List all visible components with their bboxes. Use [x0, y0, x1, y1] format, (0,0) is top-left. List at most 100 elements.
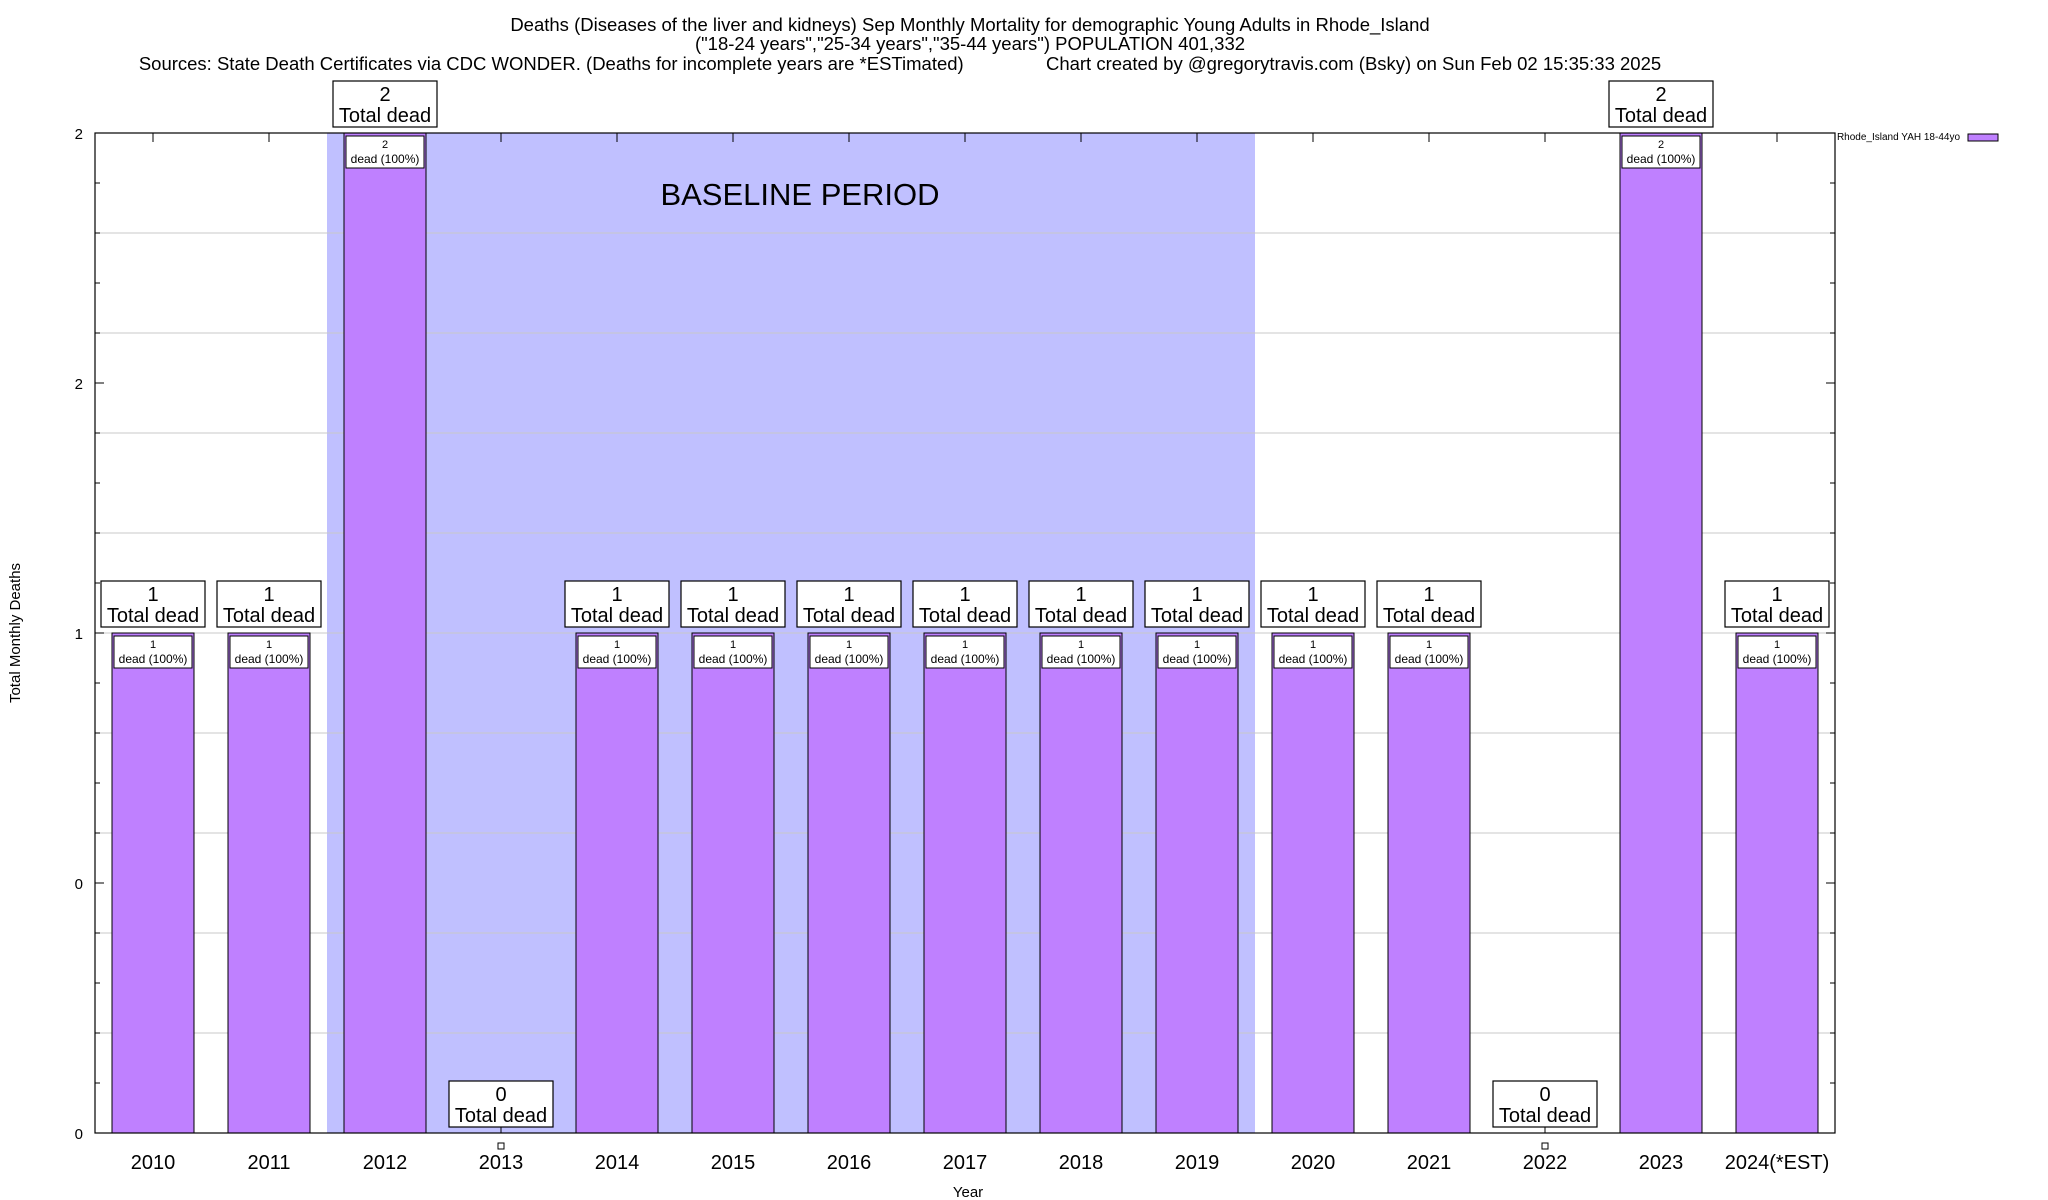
baseline-period-label: BASELINE PERIOD	[660, 177, 939, 212]
bar	[575, 632, 659, 1134]
bar-label-percent: dead (100%)	[119, 652, 188, 666]
bar-label-box	[229, 635, 309, 669]
total-label-box	[680, 580, 786, 628]
x-tick-label: 2014	[595, 1152, 640, 1174]
total-label-text: Total dead	[803, 605, 895, 627]
x-tick-label: 2019	[1175, 1152, 1220, 1174]
bar-label-box	[1737, 635, 1817, 669]
bar-label-box	[1621, 135, 1701, 169]
total-label-text: Total dead	[339, 105, 431, 127]
bar-label-box	[809, 635, 889, 669]
total-label-text: Total dead	[1731, 605, 1823, 627]
bar-label-count: 2	[382, 139, 388, 151]
bar-label-percent: dead (100%)	[351, 152, 420, 166]
bar-label-count: 1	[846, 639, 852, 651]
total-label-count: 0	[495, 1084, 506, 1106]
bar-label-count: 1	[614, 639, 620, 651]
x-axis-title: Year	[953, 1184, 983, 1200]
x-tick-label: 2016	[827, 1152, 872, 1174]
y-axis-title: Total Monthly Deaths	[7, 563, 24, 703]
x-tick-label: 2015	[711, 1152, 756, 1174]
bar-label-percent: dead (100%)	[1627, 152, 1696, 166]
total-label-box	[564, 580, 670, 628]
bar-label-box	[113, 635, 193, 669]
total-label-text: Total dead	[1035, 605, 1127, 627]
x-tick-label: 2012	[363, 1152, 408, 1174]
legend-swatch	[1967, 133, 1999, 142]
chart-source-line: Sources: State Death Certificates via CD…	[138, 53, 1662, 74]
total-label-box	[1376, 580, 1482, 628]
total-label-box	[796, 580, 902, 628]
total-label-text: Total dead	[1151, 605, 1243, 627]
bar-label-box	[1157, 635, 1237, 669]
chart-subtitle: ("18-24 years","25-34 years","35-44 year…	[694, 33, 1246, 54]
bar-label-percent: dead (100%)	[1395, 652, 1464, 666]
bar-label-count: 1	[730, 639, 736, 651]
total-label-count: 1	[1423, 584, 1434, 606]
x-tick-label: 2024(*EST)	[1725, 1152, 1830, 1174]
bar	[923, 632, 1007, 1134]
total-label-box	[912, 580, 1018, 628]
total-label-text: Total dead	[1499, 1105, 1591, 1127]
bar	[343, 132, 427, 1134]
bar	[1039, 632, 1123, 1134]
bar-label-percent: dead (100%)	[815, 652, 884, 666]
bar-label-count: 1	[1310, 639, 1316, 651]
bar-label-count: 1	[1426, 639, 1432, 651]
total-label-count: 1	[263, 584, 274, 606]
plot-border	[94, 132, 1836, 1134]
zero-marker	[1541, 1142, 1549, 1150]
bar-label-box	[1041, 635, 1121, 669]
total-label-box	[100, 580, 206, 628]
bar-label-box	[1273, 635, 1353, 669]
x-tick-label: 2011	[247, 1152, 290, 1174]
bar	[1271, 632, 1355, 1134]
total-label-count: 1	[959, 584, 970, 606]
total-label-box	[1028, 580, 1134, 628]
y-tick-label: 0	[75, 1126, 83, 1143]
bar-label-count: 1	[962, 639, 968, 651]
bar	[1619, 132, 1703, 1134]
total-label-box	[1492, 1080, 1598, 1128]
y-tick-label: 2	[75, 126, 83, 143]
total-label-count: 0	[1539, 1084, 1550, 1106]
bar-label-box	[577, 635, 657, 669]
bar	[1155, 632, 1239, 1134]
total-label-count: 1	[1191, 584, 1202, 606]
chart-title: Deaths (Diseases of the liver and kidney…	[510, 14, 1430, 35]
total-label-count: 2	[379, 84, 390, 106]
bar	[691, 632, 775, 1134]
bar-label-percent: dead (100%)	[1743, 652, 1812, 666]
total-label-text: Total dead	[1383, 605, 1475, 627]
total-label-count: 1	[147, 584, 158, 606]
bar-label-box	[925, 635, 1005, 669]
bar-label-percent: dead (100%)	[931, 652, 1000, 666]
bar-label-count: 1	[1078, 639, 1084, 651]
bar-label-box	[345, 135, 425, 169]
x-tick-label: 2021	[1407, 1152, 1452, 1174]
bar	[111, 632, 195, 1134]
bar-label-count: 2	[1658, 139, 1664, 151]
total-label-box	[332, 80, 438, 128]
bar	[1735, 632, 1819, 1134]
bar	[1387, 632, 1471, 1134]
total-label-count: 1	[1771, 584, 1782, 606]
total-label-text: Total dead	[1615, 105, 1707, 127]
bar-label-count: 1	[266, 639, 272, 651]
total-label-box	[1608, 80, 1714, 128]
total-label-text: Total dead	[107, 605, 199, 627]
total-label-text: Total dead	[455, 1105, 547, 1127]
total-label-count: 1	[727, 584, 738, 606]
bar	[227, 632, 311, 1134]
total-label-box	[1144, 580, 1250, 628]
bar	[807, 632, 891, 1134]
total-label-count: 1	[1075, 584, 1086, 606]
bar-label-box	[1389, 635, 1469, 669]
total-label-text: Total dead	[919, 605, 1011, 627]
bar-label-box	[693, 635, 773, 669]
total-label-box	[216, 580, 322, 628]
x-tick-label: 2018	[1059, 1152, 1104, 1174]
bar-label-percent: dead (100%)	[583, 652, 652, 666]
bar-label-percent: dead (100%)	[699, 652, 768, 666]
